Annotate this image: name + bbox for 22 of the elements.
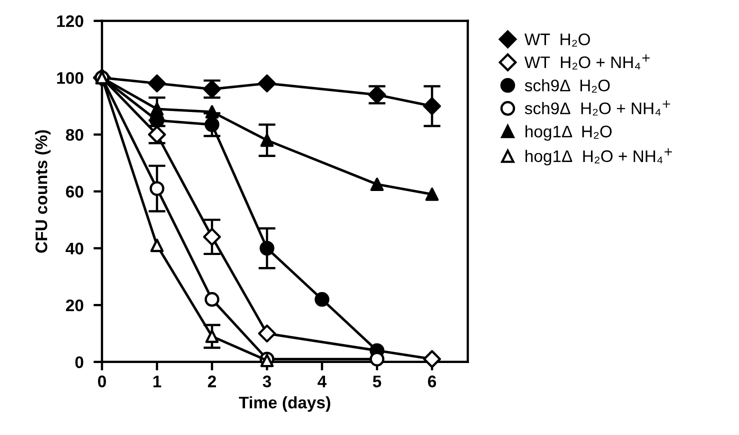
y-tick-label: 120 — [57, 15, 84, 28]
x-tick-label: 0 — [98, 376, 106, 388]
legend-label: hog1Δ H₂O + NH₄$^{+}$ — [526, 148, 672, 166]
x-tick-label: 1 — [153, 376, 162, 388]
y-tick-label: 80 — [66, 128, 84, 141]
legend-label: sch9Δ H₂O + NH₄$^{+}$ — [524, 100, 670, 116]
y-tick-label: 40 — [66, 242, 84, 254]
legend-label: sch9Δ H₂O — [524, 79, 610, 93]
x-tick-label: 6 — [428, 376, 436, 388]
legend-label: WT H₂O + NH₄$^{+}$ — [524, 54, 650, 70]
x-axis-title: Time (days) — [238, 396, 330, 412]
x-tick-label: 4 — [318, 376, 327, 388]
legend-label: hog1Δ H₂O — [526, 125, 612, 141]
x-tick-label: 2 — [208, 376, 216, 388]
x-tick-label: 5 — [372, 376, 382, 388]
y-tick-label: 20 — [66, 299, 84, 312]
x-tick-label: 3 — [262, 376, 272, 388]
y-tick-label: 0 — [75, 356, 84, 368]
y-axis-title: CFU counts (%) — [35, 130, 51, 253]
y-tick-label: 60 — [66, 186, 84, 198]
legend-label: WT H₂O — [524, 34, 590, 47]
y-tick-label: 100 — [57, 72, 84, 84]
